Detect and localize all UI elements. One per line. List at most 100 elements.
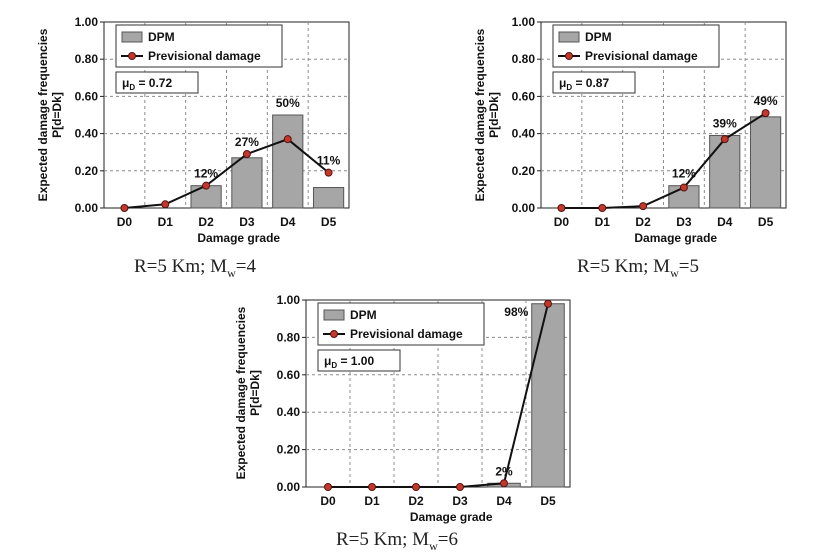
previsional-point-D4: [500, 479, 508, 488]
y-axis-label: Expected damage frequencies: [234, 306, 248, 479]
legend-swatch-dpm: [558, 31, 580, 43]
legend-swatch-marker: [565, 52, 573, 60]
data-label-D5: 11%: [317, 154, 341, 168]
data-label-D4: 50%: [276, 96, 300, 110]
legend-box: [317, 302, 485, 346]
previsional-point-D0: [324, 483, 332, 491]
y-axis-label: Expected damage frequencies: [36, 28, 50, 201]
previsional-point-D4: [720, 135, 729, 144]
x-tick-label-D2: D2: [635, 215, 651, 229]
x-tick-label-D0: D0: [117, 215, 133, 229]
mu-value: μD = 0.87: [559, 76, 609, 92]
y-tick-label: 0.80: [277, 330, 301, 344]
bar-D4: [709, 134, 741, 209]
chart-caption-mw5: R=5 Km; Mw=5: [577, 256, 699, 280]
previsional-point-D3: [242, 150, 251, 159]
legend-label-dpm: DPM: [148, 30, 175, 44]
previsional-point-D2: [639, 202, 648, 211]
previsional-damage-line: [124, 138, 330, 209]
legend-swatch-marker: [330, 330, 338, 338]
data-label-D2: 12%: [194, 167, 218, 181]
x-axis-label: Damage grade: [197, 231, 280, 245]
legend-swatch-dpm: [323, 309, 345, 321]
previsional-point-D1: [598, 204, 607, 212]
legend-swatch-dpm: [121, 31, 143, 43]
y-axis-label-line2: P[d=Dk]: [50, 92, 64, 138]
chart-panel-2: 0.00 0.20 0.40 0.60 0.80 1.00 Expected damage …: [234, 293, 571, 524]
x-tick-label-D0: D0: [554, 215, 570, 229]
previsional-point-D5: [544, 299, 552, 308]
data-label-D3: 12%: [672, 167, 696, 181]
previsional-point-D3: [679, 183, 688, 192]
x-tick-label-D4: D4: [280, 215, 296, 229]
x-tick-label-D4: D4: [496, 494, 512, 508]
bar-D5: [749, 116, 782, 209]
mu-value: μD = 0.72: [122, 76, 172, 92]
y-tick-label: 0.60: [75, 89, 99, 103]
y-axis-label: Expected damage frequencies: [473, 28, 487, 201]
previsional-point-D0: [120, 204, 129, 212]
x-tick-label-D3: D3: [676, 215, 692, 229]
y-tick-label: 1.00: [277, 293, 301, 307]
x-tick-label-D1: D1: [158, 215, 174, 229]
data-label-D3: 27%: [235, 135, 259, 149]
x-tick-label-D1: D1: [595, 215, 611, 229]
bar-D3: [231, 157, 263, 209]
legend-box: [552, 24, 720, 68]
legend-label-dpm: DPM: [585, 30, 612, 44]
data-label-D4: 39%: [713, 116, 737, 130]
y-tick-label: 0.00: [75, 201, 99, 215]
legend-swatch-marker: [128, 52, 136, 60]
y-tick-label: 0.40: [277, 405, 301, 419]
chart-caption-mw4: R=5 Km; Mw=4: [134, 256, 256, 280]
previsional-point-D2: [412, 483, 420, 491]
legend-label-dpm: DPM: [350, 308, 377, 322]
mu-box: [115, 71, 199, 94]
previsional-damage-line: [328, 303, 549, 488]
y-tick-label: 0.80: [75, 52, 99, 66]
previsional-point-D1: [161, 200, 170, 209]
previsional-point-D5: [761, 109, 770, 118]
x-axis-label: Damage grade: [410, 510, 493, 524]
y-tick-label: 0.20: [277, 443, 301, 457]
y-tick-label: 0.00: [512, 201, 536, 215]
y-tick-label: 0.60: [512, 89, 536, 103]
x-tick-label-D0: D0: [320, 494, 336, 508]
previsional-damage-line: [561, 112, 767, 209]
data-label-D5: 98%: [504, 305, 528, 319]
previsional-point-D4: [283, 135, 292, 144]
x-tick-label-D5: D5: [540, 494, 556, 508]
y-axis-label-line2: P[d=Dk]: [248, 370, 262, 416]
bar-D5: [312, 187, 345, 209]
y-tick-label: 0.40: [512, 127, 536, 141]
mu-box: [552, 71, 636, 94]
chart-caption-mw6: R=5 Km; Mw=6: [336, 529, 458, 553]
mu-box: [317, 349, 401, 372]
legend-label-previsional: Previsional damage: [148, 49, 261, 63]
bar-D4: [272, 114, 304, 209]
previsional-point-D2: [202, 181, 211, 190]
x-tick-label-D2: D2: [408, 494, 424, 508]
y-tick-label: 0.40: [75, 127, 99, 141]
legend-box: [115, 24, 283, 68]
y-axis-label-line2: P[d=Dk]: [487, 92, 501, 138]
previsional-point-D1: [368, 483, 376, 491]
previsional-point-D3: [456, 483, 464, 491]
data-label-D4: 2%: [495, 464, 513, 478]
data-label-D5: 49%: [754, 94, 778, 108]
chart-panel-0: 0.00 0.20 0.40 0.60 0.80 1.00 Expected damage …: [36, 15, 350, 245]
y-tick-label: 0.00: [277, 480, 301, 494]
y-tick-label: 0.20: [75, 164, 99, 178]
y-tick-label: 0.80: [512, 52, 536, 66]
legend-label-previsional: Previsional damage: [350, 327, 463, 341]
y-tick-label: 1.00: [512, 15, 536, 29]
legend-label-previsional: Previsional damage: [585, 49, 698, 63]
y-tick-label: 0.60: [277, 368, 301, 382]
bar-D5: [531, 303, 565, 488]
x-tick-label-D5: D5: [758, 215, 774, 229]
x-tick-label-D4: D4: [717, 215, 733, 229]
x-tick-label-D1: D1: [364, 494, 380, 508]
previsional-point-D5: [324, 168, 333, 177]
chart-panel-1: 0.00 0.20 0.40 0.60 0.80 1.00 Expected damage …: [473, 15, 787, 245]
